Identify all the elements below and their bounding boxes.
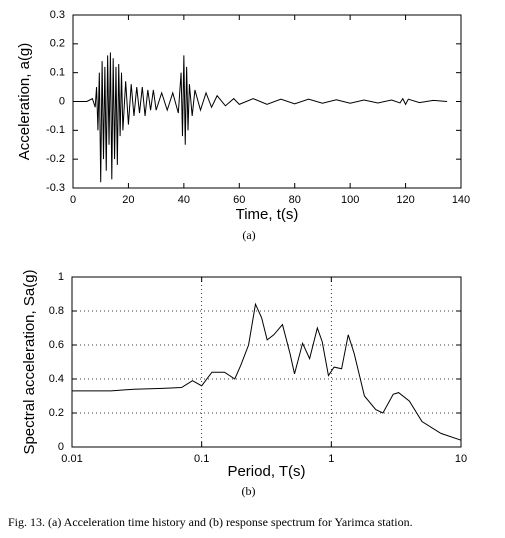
plot-frame <box>71 276 462 448</box>
y-tick-label: 0.4 <box>49 373 64 385</box>
x-tick-label: 10 <box>455 453 467 465</box>
y-tick-label: 0.8 <box>49 305 64 317</box>
x-tick-label: 20 <box>122 194 134 206</box>
y-tick-label: 0.3 <box>50 9 65 21</box>
y-tick-label: 0 <box>59 95 65 107</box>
x-tick-label: 100 <box>341 194 359 206</box>
x-tick-label: 0.01 <box>61 453 82 465</box>
x-tick-label: 120 <box>396 194 414 206</box>
y-tick-label: 0 <box>58 441 64 453</box>
x-axis-label: Period, T(s) <box>227 463 305 480</box>
plot-frame <box>72 14 462 189</box>
y-tick-label: -0.3 <box>46 182 65 194</box>
x-axis-label: Time, t(s) <box>236 206 299 223</box>
y-tick-label: -0.1 <box>46 124 65 136</box>
y-axis-label: Spectral acceleration, Sa(g) <box>21 269 38 454</box>
x-tick-label: 0.1 <box>194 453 209 465</box>
y-tick-label: 0.1 <box>50 67 65 79</box>
y-tick-label: 1 <box>58 271 64 283</box>
x-tick-label: 80 <box>289 194 301 206</box>
y-tick-label: 0.6 <box>49 339 64 351</box>
y-axis-label: Acceleration, a(g) <box>16 43 33 161</box>
x-tick-label: 60 <box>233 194 245 206</box>
caption: Fig. 13. (a) Acceleration time history a… <box>8 515 413 529</box>
y-tick-label: 0.2 <box>50 38 65 50</box>
data-line <box>72 302 462 441</box>
y-tick-label: 0.2 <box>49 407 64 419</box>
data-line <box>73 52 448 183</box>
x-tick-label: 40 <box>178 194 190 206</box>
y-tick-label: -0.2 <box>46 153 65 165</box>
subfigure-label: (a) <box>242 228 255 242</box>
x-tick-label: 0 <box>70 194 76 206</box>
x-tick-label: 140 <box>452 194 470 206</box>
subfigure-label: (b) <box>242 484 256 498</box>
x-tick-label: 1 <box>328 453 334 465</box>
